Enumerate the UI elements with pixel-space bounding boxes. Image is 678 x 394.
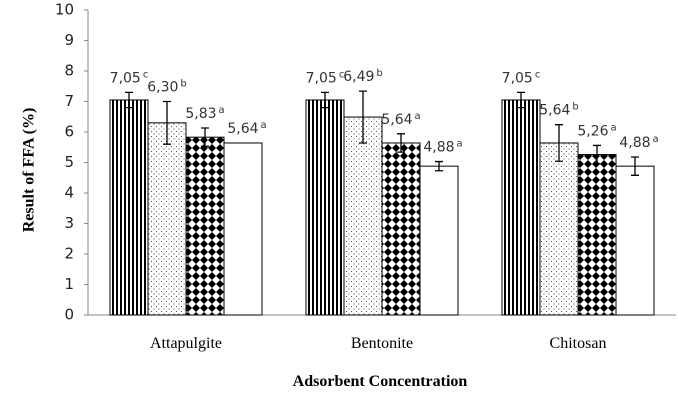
data-label: 5,26 a — [577, 122, 616, 140]
bar — [185, 136, 225, 316]
data-label-letter: a — [457, 138, 463, 149]
bar — [343, 116, 383, 316]
data-label: 6,49 b — [343, 68, 383, 86]
error-bar — [397, 133, 405, 153]
bar — [223, 142, 263, 316]
data-label: 5,64 a — [381, 110, 420, 128]
y-tick-label: 9 — [64, 31, 74, 49]
data-label-value: 7,05 — [502, 70, 533, 86]
data-label-letter: b — [572, 101, 578, 112]
data-label-letter: b — [180, 78, 186, 89]
y-tick-label: 2 — [64, 245, 74, 263]
bar — [577, 154, 617, 316]
y-tick-label: 10 — [55, 1, 74, 19]
y-tick-label: 5 — [64, 153, 74, 171]
data-label-letter: b — [376, 68, 382, 79]
data-label-value: 7,05 — [306, 70, 337, 86]
x-tick-label: Bentonite — [351, 335, 413, 352]
data-label-value: 5,83 — [185, 106, 216, 122]
data-label-value: 5,26 — [577, 123, 608, 139]
bar — [419, 165, 459, 316]
error-bar — [435, 160, 443, 172]
data-label-letter: c — [535, 69, 541, 80]
error-bar — [555, 124, 563, 162]
y-tick-label: 6 — [64, 123, 74, 141]
data-label: 5,64 b — [539, 101, 579, 119]
x-tick-label: Attapulgite — [150, 335, 222, 352]
error-bar — [631, 156, 639, 176]
error-bar — [125, 91, 133, 109]
bar — [147, 122, 187, 316]
data-label: 6,30 b — [147, 78, 187, 96]
y-tick-label: 3 — [64, 214, 74, 232]
x-axis-title: Adsorbent Concentration — [293, 373, 468, 390]
data-label-value: 6,49 — [343, 69, 374, 85]
bar — [109, 99, 149, 316]
bar — [615, 165, 655, 316]
data-label: 5,64 a — [227, 119, 266, 137]
y-tick-label: 0 — [64, 306, 74, 324]
error-bar — [593, 144, 601, 165]
data-label-value: 5,64 — [381, 112, 412, 128]
data-label: 7,05 c — [306, 69, 345, 87]
y-tick-label: 1 — [64, 275, 74, 293]
error-bar — [517, 91, 525, 109]
y-tick-label: 8 — [64, 62, 74, 80]
data-label: 4,88 a — [423, 138, 462, 156]
data-label-value: 4,88 — [423, 140, 454, 156]
data-label-value: 4,88 — [619, 135, 650, 151]
data-label-value: 5,64 — [539, 103, 570, 119]
data-label-letter: a — [611, 122, 617, 133]
data-label: 4,88 a — [619, 134, 658, 152]
data-label-letter: a — [415, 110, 421, 121]
error-bar — [201, 127, 209, 147]
data-label-letter: c — [339, 69, 345, 80]
data-label: 7,05 c — [110, 69, 149, 87]
y-tick-label: 7 — [64, 92, 74, 110]
data-label-letter: a — [261, 119, 267, 130]
data-label-value: 7,05 — [110, 70, 141, 86]
data-label-value: 6,30 — [147, 80, 178, 96]
error-bar — [163, 100, 171, 145]
bar — [539, 142, 579, 316]
error-bar — [359, 90, 367, 144]
bar — [501, 99, 541, 316]
x-tick-label: Chitosan — [550, 335, 607, 352]
data-label: 5,83 a — [185, 105, 224, 123]
bar — [305, 99, 345, 316]
error-bar — [321, 91, 329, 109]
y-axis-title: Result of FFA (%) — [21, 108, 38, 233]
bar — [381, 142, 421, 316]
y-tick-label: 4 — [64, 184, 74, 202]
data-label: 7,05 c — [502, 69, 541, 87]
data-label-letter: a — [653, 134, 659, 145]
data-label-value: 5,64 — [227, 121, 258, 137]
data-label-letter: c — [143, 69, 149, 80]
data-label-letter: a — [219, 105, 225, 116]
